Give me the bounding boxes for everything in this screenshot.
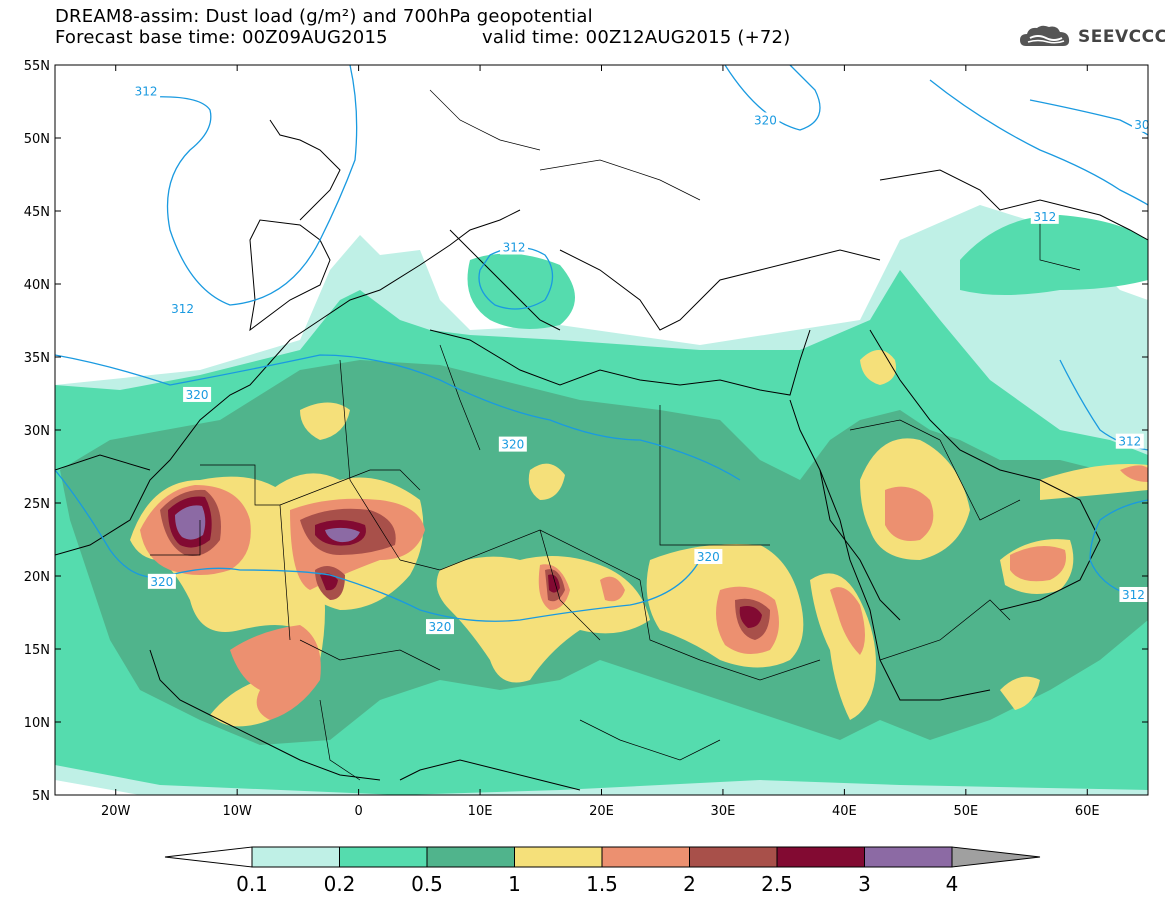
contour-label-bg: [425, 619, 454, 635]
colorbar-over-arrow: [951, 846, 1041, 868]
base-time: Forecast base time: 00Z09AUG2015: [55, 27, 388, 48]
logo-text: SEEVCCC: [1078, 27, 1165, 47]
contour-label-bg: [751, 112, 780, 128]
dust-level-0.2: [467, 253, 575, 329]
contour-label: 320: [697, 550, 720, 564]
lat-tick-label: 20N: [24, 570, 50, 585]
contour-label-bg: [500, 239, 529, 255]
lat-tick-label: 15N: [24, 643, 50, 658]
lon-tick-label: 10W: [222, 804, 252, 819]
contour-label: 312: [135, 84, 158, 98]
contour-label-bg: [1131, 116, 1152, 132]
contour-label: 320: [150, 575, 173, 589]
contour-label-bg: [1030, 208, 1059, 224]
coastlines: [55, 119, 1148, 791]
contour-label: 312: [1122, 588, 1145, 602]
contour-label-bg: [1115, 433, 1144, 449]
colorbar-tick-label: 1: [508, 872, 521, 896]
lon-tick-label: 20E: [589, 804, 614, 819]
cloud-icon: [1020, 25, 1070, 46]
lat-tick-label: 35N: [24, 351, 50, 366]
lat-tick-label: 30N: [24, 424, 50, 439]
lon-tick-label: 0: [354, 804, 362, 819]
forecast-time-line: Forecast base time: 00Z09AUG2015 valid ti…: [55, 27, 790, 48]
contour-labels: 312 312 312 320 312 30 320 320 312 320 320 320 312: [132, 83, 1152, 635]
dust-level-3: [175, 505, 360, 543]
lon-tick-label: 40E: [832, 804, 857, 819]
lat-tick-label: 50N: [24, 132, 50, 147]
colorbar-swatch: [339, 846, 428, 868]
contour-label: 312: [1033, 210, 1056, 224]
dust-load-field: [55, 205, 1148, 795]
contour-label-bg: [132, 83, 161, 99]
colorbar-tick-label: 0.2: [324, 872, 356, 896]
colorbar-tick-label: 2.5: [761, 872, 793, 896]
contour-label-bg: [183, 386, 212, 402]
longitude-axis: 20W 10W 0 10E 20E 30E 40E 50E 60E: [101, 65, 1100, 819]
lat-tick-label: 40N: [24, 278, 50, 293]
contour-label: 312: [171, 302, 194, 316]
colorbar-swatch: [601, 846, 690, 868]
colorbar-tick-label: 2: [683, 872, 696, 896]
lat-tick-label: 45N: [24, 205, 50, 220]
colorbar-swatch: [689, 846, 778, 868]
colorbar-tick-label: 0.5: [411, 872, 443, 896]
colorbar-tick-label: 4: [946, 872, 959, 896]
country-borders: [150, 89, 1081, 781]
lat-tick-label: 5N: [32, 789, 50, 804]
lat-tick-label: 55N: [24, 59, 50, 74]
colorbar-tick-label: 1.5: [586, 872, 618, 896]
colorbar-tick-label: 3: [858, 872, 871, 896]
valid-time: valid time: 00Z12AUG2015 (+72): [482, 27, 791, 48]
dust-level-0.2: [960, 215, 1148, 295]
contour-label: 320: [754, 113, 777, 127]
lon-tick-label: 60E: [1075, 804, 1100, 819]
colorbar: 0.1 0.2 0.5 1 1.5 2 2.5 3 4: [164, 846, 1041, 896]
contour-label-bg: [694, 549, 723, 565]
colorbar-swatch: [251, 846, 340, 868]
latitude-axis: 55N 50N 45N 40N 35N 30N 25N 20N 15N 10N 5N: [24, 59, 1148, 804]
geopotential-contours: [55, 65, 1148, 622]
seevccc-logo: SEEVCCC: [1018, 24, 1165, 50]
map-title: DREAM8-assim: Dust load (g/m²) and 700hP…: [55, 6, 593, 27]
contour-label-bg: [498, 436, 527, 452]
contour-label: 312: [503, 241, 526, 255]
contour-label: 320: [501, 438, 524, 452]
contour-label: 320: [186, 388, 209, 402]
contour-label: 312: [1118, 435, 1141, 449]
contour-label-bg: [147, 573, 176, 589]
contour-label: 30: [1134, 118, 1149, 132]
colorbar-swatch: [864, 846, 953, 868]
contour-label-bg: [1119, 586, 1148, 602]
colorbar-swatch: [776, 846, 865, 868]
lat-tick-label: 10N: [24, 716, 50, 731]
colorbar-swatch: [426, 846, 515, 868]
contour-label-bg: [168, 300, 197, 316]
colorbar-under-arrow: [164, 846, 253, 868]
lon-tick-label: 10E: [468, 804, 493, 819]
lon-tick-label: 30E: [711, 804, 736, 819]
lon-tick-label: 20W: [101, 804, 131, 819]
colorbar-swatch: [514, 846, 603, 868]
colorbar-tick-label: 0.1: [236, 872, 268, 896]
lon-tick-label: 50E: [953, 804, 978, 819]
contour-label: 320: [429, 620, 452, 634]
lat-tick-label: 25N: [24, 497, 50, 512]
